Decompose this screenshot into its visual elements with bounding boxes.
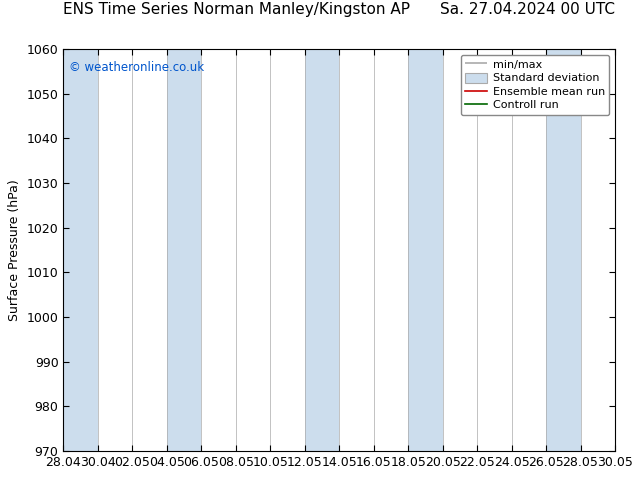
Bar	[63, 49, 98, 451]
Bar	[546, 49, 581, 451]
Bar	[408, 49, 443, 451]
Text: Sa. 27.04.2024 00 UTC: Sa. 27.04.2024 00 UTC	[440, 2, 615, 17]
Bar	[167, 49, 202, 451]
Text: © weatheronline.co.uk: © weatheronline.co.uk	[69, 61, 204, 74]
Bar	[305, 49, 339, 451]
Legend: min/max, Standard deviation, Ensemble mean run, Controll run: min/max, Standard deviation, Ensemble me…	[460, 54, 609, 115]
Text: ENS Time Series Norman Manley/Kingston AP: ENS Time Series Norman Manley/Kingston A…	[63, 2, 410, 17]
Y-axis label: Surface Pressure (hPa): Surface Pressure (hPa)	[8, 179, 21, 321]
